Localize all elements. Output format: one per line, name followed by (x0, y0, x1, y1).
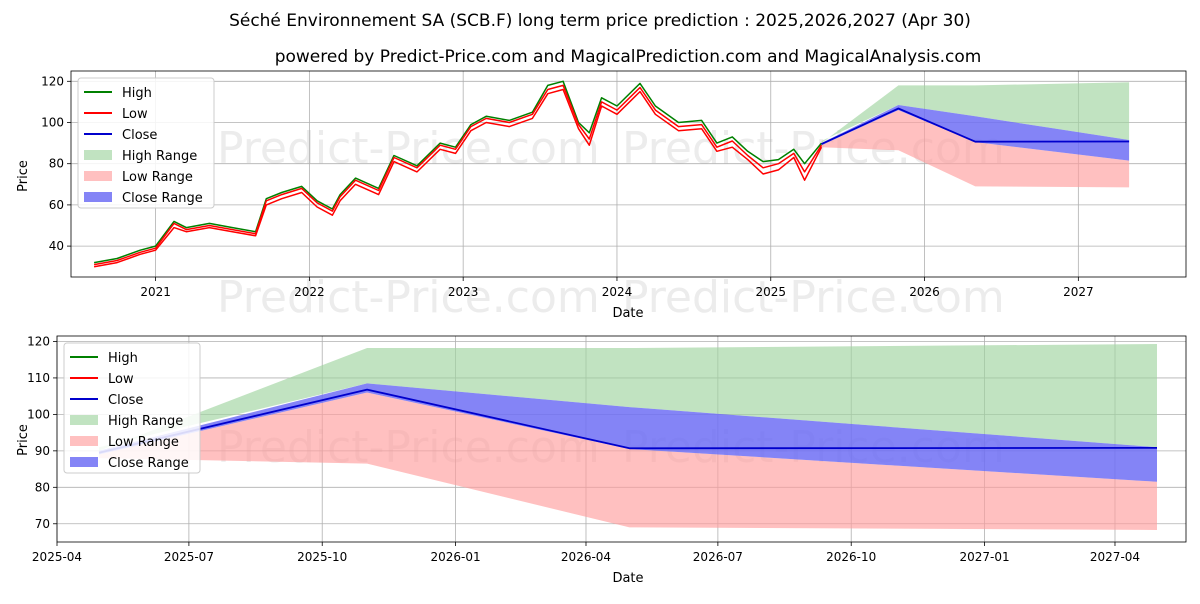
upper-y-tick-label: 60 (49, 198, 64, 212)
upper-panel: Predict-Price.com Predict-Price.com Pred… (16, 70, 1187, 323)
upper-x-axis-label: Date (612, 306, 643, 321)
upper-legend-close-range-swatch (84, 192, 112, 202)
lower-y-tick-label: 80 (35, 480, 50, 494)
upper-y-axis-label: Price (16, 160, 31, 192)
upper-plot-frame (70, 70, 1187, 278)
lower-low-range-band (99, 392, 1157, 530)
lower-legend-low-range-swatch (70, 436, 98, 446)
upper-legend-high-label: High (122, 86, 152, 101)
upper-legend-high-range-label: High Range (122, 149, 197, 164)
lower-x-tick-label: 2026-01 (430, 550, 480, 564)
upper-legend-close-range-label: Close Range (122, 191, 203, 206)
upper-low-range-band (821, 110, 1130, 188)
upper-x-tick-label: 2022 (294, 285, 325, 299)
upper-legend-low-range-label: Low Range (122, 170, 193, 185)
lower-legend-close-range-label: Close Range (108, 456, 189, 471)
lower-x-tick-label: 2026-10 (826, 550, 876, 564)
lower-y-axis-label: Price (16, 424, 31, 456)
lower-x-tick-label: 2025-07 (164, 550, 214, 564)
lower-y-tick-label: 120 (27, 334, 50, 348)
lower-legend-high-range-swatch (70, 415, 98, 425)
upper-x-tick-label: 2027 (1063, 285, 1094, 299)
lower-high-range-band (99, 344, 1157, 451)
upper-y-tick-label: 80 (49, 157, 64, 171)
lower-legend-close-label: Close (108, 393, 143, 408)
upper-x-tick-label: 2023 (448, 285, 479, 299)
lower-plot-frame (56, 335, 1187, 543)
upper-x-tick-label: 2021 (140, 285, 171, 299)
upper-close-history-line (93, 84, 823, 266)
upper-low-line (93, 88, 823, 268)
chart-subtitle: powered by Predict-Price.com and Magical… (275, 47, 982, 67)
lower-panel: Predict-Price.com Predict-Price.com Date… (16, 334, 1187, 586)
upper-y-tick-label: 100 (41, 116, 64, 130)
lower-x-tick-label: 2026-07 (693, 550, 743, 564)
lower-x-tick-label: 2025-04 (32, 550, 82, 564)
lower-legend-high-label: High (108, 351, 138, 366)
lower-x-tick-label: 2025-10 (297, 550, 347, 564)
upper-x-tick-label: 2024 (602, 285, 633, 299)
chart-title: Séché Environnement SA (SCB.F) long term… (229, 11, 971, 31)
lower-legend-close-range-swatch (70, 457, 98, 467)
upper-y-tick-label: 40 (49, 239, 64, 253)
upper-close-forecast-line (821, 107, 1130, 145)
lower-legend-high-range-label: High Range (108, 414, 183, 429)
lower-close-range-band (99, 383, 1157, 482)
lower-legend-low-range-label: Low Range (108, 435, 179, 450)
upper-legend-high-range-swatch (84, 150, 112, 160)
lower-y-tick-label: 90 (35, 444, 50, 458)
upper-watermark-1: Predict-Price.com (217, 123, 600, 174)
upper-watermark-3: Predict-Price.com (217, 272, 600, 323)
lower-y-tick-label: 70 (35, 517, 50, 531)
upper-high-line (93, 80, 823, 264)
lower-y-tick-label: 100 (27, 407, 50, 421)
upper-legend-low-label: Low (122, 107, 148, 122)
upper-legend-low-range-swatch (84, 171, 112, 181)
lower-x-axis-label: Date (612, 571, 643, 586)
upper-x-tick-label: 2025 (755, 285, 786, 299)
lower-close-forecast-line (98, 388, 1158, 454)
lower-x-tick-label: 2026-04 (561, 550, 611, 564)
lower-legend-low-label: Low (108, 372, 134, 387)
upper-watermark-4: Predict-Price.com (622, 272, 1005, 323)
lower-x-tick-label: 2027-04 (1090, 550, 1140, 564)
upper-close-range-band (821, 105, 1130, 161)
upper-x-tick-label: 2026 (909, 285, 940, 299)
upper-high-range-band (821, 82, 1130, 144)
lower-x-tick-label: 2027-01 (959, 550, 1009, 564)
upper-y-tick-label: 120 (41, 74, 64, 88)
upper-legend-close-label: Close (122, 128, 157, 143)
lower-y-tick-label: 110 (27, 371, 50, 385)
